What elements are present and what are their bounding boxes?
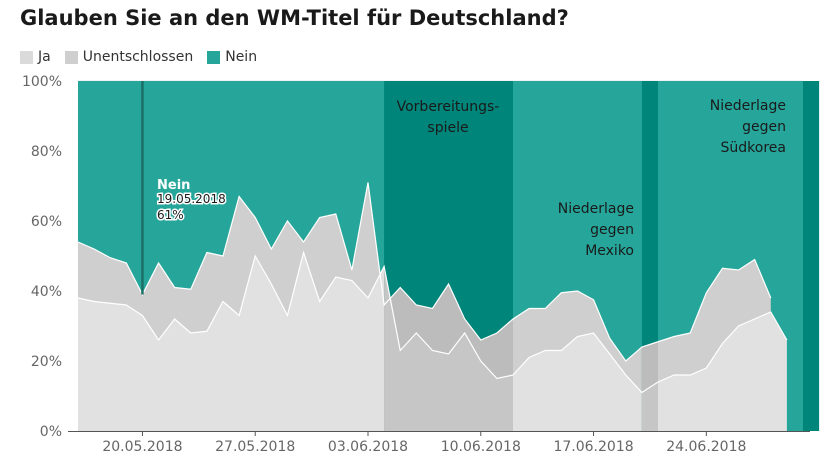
line-ja-top [77, 250, 788, 394]
annotation-vorbereitung-line1: Vorbereitungs- [397, 99, 500, 115]
x-tick-label: 03.06.2018 [328, 439, 408, 455]
annotation-suedkorea-line2: gegen [742, 119, 786, 135]
annotation-vorbereitung-line2: spiele [427, 120, 468, 136]
annotation-suedkorea-line3: Südkorea [721, 140, 786, 156]
legend-label-ja: Ja [38, 49, 51, 65]
area-ja [78, 252, 787, 431]
y-tick-label: 20% [31, 354, 62, 370]
series-lines [77, 81, 788, 394]
legend: Ja Unentschlossen Nein [20, 49, 257, 65]
y-tick-label: 0% [40, 424, 62, 440]
x-axis: 20.05.2018 27.05.2018 03.06.2018 10.06.2… [68, 431, 810, 455]
legend-swatch-nein [207, 50, 221, 64]
callout-nein: Nein 19.05.2018 61% [156, 177, 228, 224]
x-tick-label: 10.06.2018 [441, 439, 521, 455]
line-unentschlossen-top [77, 182, 772, 362]
chart-title: Glauben Sie an den WM-Titel für Deutschl… [20, 6, 569, 30]
callout-series: Nein [157, 178, 190, 193]
phase-band-nein [803, 81, 820, 431]
legend-label-nein: Nein [225, 49, 258, 65]
legend-item-unentschlossen[interactable]: Unentschlossen [64, 49, 194, 65]
annotation-mexiko-line1: Niederlage [558, 201, 634, 217]
x-tick-label: 20.05.2018 [102, 439, 182, 455]
legend-item-nein[interactable]: Nein [207, 49, 257, 65]
annotation-mexiko-line2: gegen [590, 222, 634, 238]
y-tick-label: 80% [31, 144, 62, 160]
annotation-suedkorea-line1: Niederlage [710, 98, 786, 114]
callout-value: 61% [157, 208, 184, 222]
callout-date: 19.05.2018 [157, 192, 226, 206]
y-tick-label: 100% [22, 74, 62, 90]
legend-swatch-unentschlossen [64, 50, 78, 64]
legend-item-ja[interactable]: Ja [20, 49, 51, 65]
x-tick-label: 17.06.2018 [553, 439, 633, 455]
x-tick-label: 24.06.2018 [666, 439, 746, 455]
areas [78, 81, 820, 431]
y-axis: 0% 20% 40% 60% 80% 100% [22, 74, 62, 440]
legend-swatch-ja [20, 50, 33, 64]
legend-label-unentschlossen: Unentschlossen [82, 49, 194, 65]
y-tick-label: 40% [31, 284, 62, 300]
y-tick-label: 60% [31, 214, 62, 230]
annotation-mexiko-line3: Mexiko [585, 243, 634, 259]
x-tick-label: 27.05.2018 [215, 439, 295, 455]
annotations: Vorbereitungs- spiele Niederlage gegen M… [397, 98, 786, 259]
